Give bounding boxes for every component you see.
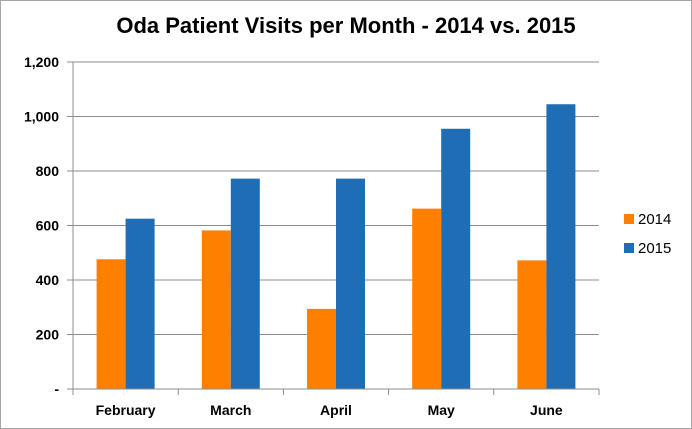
legend-swatch-2014 bbox=[624, 214, 634, 224]
bar-2015-february bbox=[125, 218, 155, 389]
legend-swatch-2015 bbox=[624, 243, 634, 253]
y-tick-label: 600 bbox=[36, 218, 60, 234]
bar-2015-april bbox=[336, 178, 365, 389]
legend-label-2014: 2014 bbox=[638, 211, 671, 228]
bar-2015-june bbox=[546, 104, 576, 390]
x-tick-label: April bbox=[320, 402, 352, 418]
y-tick-label: 200 bbox=[36, 327, 60, 343]
bar-2015-march bbox=[230, 178, 260, 389]
bar-2014-june bbox=[517, 260, 547, 389]
bar-2015-may bbox=[441, 128, 471, 389]
y-tick-label: 400 bbox=[36, 272, 60, 288]
x-tick-label: February bbox=[96, 402, 156, 418]
x-tick-label: June bbox=[530, 402, 563, 418]
axes: - 200 400 600 800 1,000 1,200 February March Apri… bbox=[24, 54, 600, 418]
bars bbox=[96, 104, 576, 390]
bar-2014-april bbox=[307, 308, 336, 389]
x-tick-label: March bbox=[210, 402, 251, 418]
legend-label-2015: 2015 bbox=[638, 240, 671, 257]
y-tick-label: 800 bbox=[36, 163, 60, 179]
y-tick-label: - bbox=[54, 381, 59, 397]
chart-title: Oda Patient Visits per Month - 2014 vs. … bbox=[116, 13, 576, 38]
x-tick-label: May bbox=[428, 402, 455, 418]
legend: 2014 2015 bbox=[624, 211, 671, 257]
y-tick-label: 1,000 bbox=[24, 109, 59, 125]
bar-2014-february bbox=[96, 259, 126, 389]
bar-2014-may bbox=[412, 208, 442, 389]
y-tick-label: 1,200 bbox=[24, 54, 59, 70]
bar-2014-march bbox=[201, 230, 231, 389]
